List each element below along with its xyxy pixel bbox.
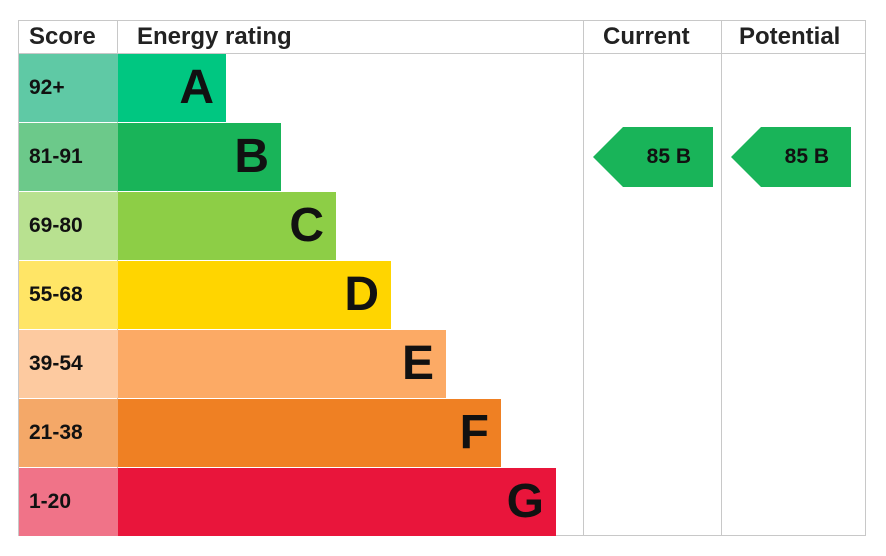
rating-bar-f: F: [118, 399, 501, 467]
divider: [583, 21, 584, 535]
energy-rating-table: Score Energy rating Current Potential 92…: [18, 20, 866, 536]
divider: [19, 53, 865, 54]
rating-bar-c: C: [118, 192, 336, 260]
score-range-c: 69-80: [19, 192, 118, 260]
header-current: Current: [603, 23, 690, 50]
score-range-d: 55-68: [19, 261, 118, 329]
score-range-g: 1-20: [19, 468, 118, 536]
rating-bar-b: B: [118, 123, 281, 191]
rating-bar-d: D: [118, 261, 391, 329]
rating-bar-e: E: [118, 330, 446, 398]
score-range-b: 81-91: [19, 123, 118, 191]
header-energy-rating: Energy rating: [137, 23, 292, 50]
rating-bar-g: G: [118, 468, 556, 536]
rating-bar-a: A: [118, 54, 226, 122]
potential-rating-arrow: 85 B: [731, 127, 851, 187]
header-score: Score: [29, 23, 96, 50]
current-rating-arrow: 85 B: [593, 127, 713, 187]
score-range-a: 92+: [19, 54, 118, 122]
header-potential: Potential: [739, 23, 841, 50]
score-range-f: 21-38: [19, 399, 118, 467]
score-range-e: 39-54: [19, 330, 118, 398]
divider: [721, 21, 722, 535]
